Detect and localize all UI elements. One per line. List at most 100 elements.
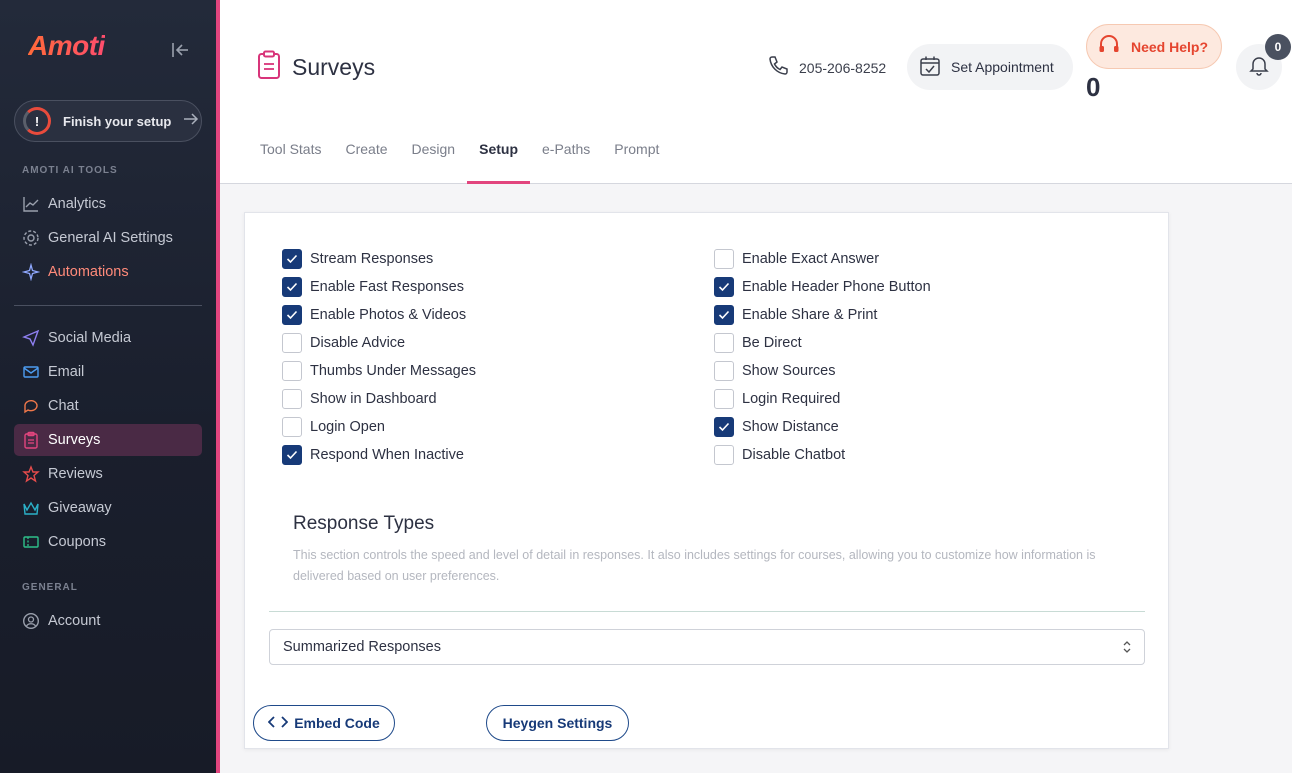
response-type-select[interactable]: Summarized Responses — [269, 629, 1145, 665]
setting-label: Login Open — [310, 419, 385, 435]
check-icon — [286, 282, 298, 292]
headset-icon — [1097, 33, 1121, 60]
page-title: Surveys — [292, 54, 376, 80]
header: Surveys 205-206-8252 Set Appointment Nee… — [220, 0, 1292, 184]
setting-option[interactable]: Login Open — [282, 413, 476, 441]
checkbox[interactable] — [282, 333, 302, 353]
sidebar-item-giveaway[interactable]: Giveaway — [14, 492, 202, 524]
setting-option[interactable]: Be Direct — [714, 329, 931, 357]
checkbox[interactable] — [282, 305, 302, 325]
setting-option[interactable]: Show Distance — [714, 413, 931, 441]
sidebar-item-email[interactable]: Email — [14, 356, 202, 388]
check-icon — [718, 282, 730, 292]
checkbox[interactable] — [714, 417, 734, 437]
heygen-settings-button[interactable]: Heygen Settings — [486, 705, 629, 741]
gear-icon — [22, 229, 40, 247]
logo-text: Amoti — [28, 30, 105, 61]
clipboard-icon — [256, 50, 282, 85]
sidebar-item-reviews[interactable]: Reviews — [14, 458, 202, 490]
tab-setup[interactable]: Setup — [467, 128, 530, 184]
checkbox[interactable] — [282, 249, 302, 269]
heygen-settings-label: Heygen Settings — [502, 715, 613, 731]
ticket-icon — [22, 533, 40, 551]
sidebar-item-label: Analytics — [48, 196, 107, 212]
setting-option[interactable]: Respond When Inactive — [282, 441, 476, 469]
tabs: Tool Stats Create Design Setup e-Paths P… — [248, 128, 671, 184]
setting-option[interactable]: Disable Advice — [282, 329, 476, 357]
sidebar: Amoti ! Finish your setup AMOTI AI TOOLS… — [0, 0, 216, 773]
checkbox[interactable] — [282, 277, 302, 297]
finish-setup-label: Finish your setup — [63, 113, 172, 129]
select-caret-icon — [1122, 640, 1132, 658]
checkbox[interactable] — [714, 445, 734, 465]
sidebar-item-chat[interactable]: Chat — [14, 390, 202, 422]
tab-prompt[interactable]: Prompt — [614, 141, 660, 157]
setting-option[interactable]: Enable Header Phone Button — [714, 273, 931, 301]
tab-design[interactable]: Design — [411, 141, 456, 157]
sidebar-item-account[interactable]: Account — [14, 605, 202, 637]
setting-option[interactable]: Login Required — [714, 385, 931, 413]
checkbox[interactable] — [282, 361, 302, 381]
logo[interactable]: Amoti — [28, 30, 105, 62]
setting-option[interactable]: Show Sources — [714, 357, 931, 385]
setting-option[interactable]: Show in Dashboard — [282, 385, 476, 413]
checkbox[interactable] — [714, 305, 734, 325]
clipboard-icon — [22, 431, 40, 449]
response-types-title: Response Types — [293, 513, 435, 534]
sidebar-item-social-media[interactable]: Social Media — [14, 322, 202, 354]
setting-option[interactable]: Disable Chatbot — [714, 441, 931, 469]
check-icon — [286, 310, 298, 320]
setting-option[interactable]: Enable Share & Print — [714, 301, 931, 329]
set-appointment-button[interactable]: Set Appointment — [907, 44, 1073, 90]
tab-create[interactable]: Create — [345, 141, 388, 157]
checkbox[interactable] — [714, 389, 734, 409]
notification-badge: 0 — [1265, 34, 1291, 60]
sidebar-item-label: Chat — [48, 398, 79, 414]
checkbox[interactable] — [714, 277, 734, 297]
sidebar-item-surveys[interactable]: Surveys — [14, 424, 202, 456]
setting-option[interactable]: Enable Photos & Videos — [282, 301, 476, 329]
calendar-check-icon — [919, 55, 941, 80]
checkbox[interactable] — [714, 333, 734, 353]
setting-option[interactable]: Thumbs Under Messages — [282, 357, 476, 385]
setting-label: Show in Dashboard — [310, 391, 437, 407]
sidebar-item-automations[interactable]: Automations — [14, 256, 202, 288]
checkbox[interactable] — [282, 389, 302, 409]
sidebar-item-coupons[interactable]: Coupons — [14, 526, 202, 558]
collapse-sidebar-icon[interactable] — [170, 40, 190, 60]
setting-option[interactable]: Stream Responses — [282, 245, 476, 273]
settings-card: Stream Responses Enable Fast Responses Ena… — [244, 212, 1169, 749]
need-help-button[interactable]: Need Help? — [1086, 24, 1222, 69]
checkbox[interactable] — [282, 445, 302, 465]
finish-setup-button[interactable]: ! Finish your setup — [14, 100, 202, 142]
section-title-general: GENERAL — [22, 582, 78, 593]
setting-option[interactable]: Enable Fast Responses — [282, 273, 476, 301]
checkbox[interactable] — [714, 361, 734, 381]
checkbox[interactable] — [714, 249, 734, 269]
section-title-tools: AMOTI AI TOOLS — [22, 165, 118, 176]
sidebar-item-general-ai-settings[interactable]: General AI Settings — [14, 222, 202, 254]
setting-option[interactable]: Enable Exact Answer — [714, 245, 931, 273]
setting-label: Disable Chatbot — [742, 447, 846, 463]
sidebar-item-label: Reviews — [48, 466, 103, 482]
star-icon — [22, 465, 40, 483]
response-type-value: Summarized Responses — [283, 639, 441, 655]
setting-label: Be Direct — [742, 335, 802, 351]
phone-link[interactable]: 205-206-8252 — [767, 55, 886, 80]
tab-tool-stats[interactable]: Tool Stats — [260, 141, 322, 157]
setup-progress-icon: ! — [23, 107, 51, 135]
checkbox[interactable] — [282, 417, 302, 437]
setting-label: Enable Exact Answer — [742, 251, 880, 267]
setting-label: Enable Photos & Videos — [310, 307, 467, 323]
sidebar-item-label: Surveys — [48, 432, 101, 448]
embed-code-button[interactable]: Embed Code — [253, 705, 395, 741]
sidebar-item-analytics[interactable]: Analytics — [14, 188, 202, 220]
setting-label: Show Distance — [742, 419, 839, 435]
settings-column-right: Enable Exact Answer Enable Header Phone B… — [714, 245, 931, 469]
user-icon — [22, 612, 40, 630]
check-icon — [718, 422, 730, 432]
check-icon — [286, 450, 298, 460]
sparkle-icon — [22, 263, 40, 281]
sidebar-item-label: Social Media — [48, 330, 132, 346]
tab-e-paths[interactable]: e-Paths — [542, 141, 591, 157]
